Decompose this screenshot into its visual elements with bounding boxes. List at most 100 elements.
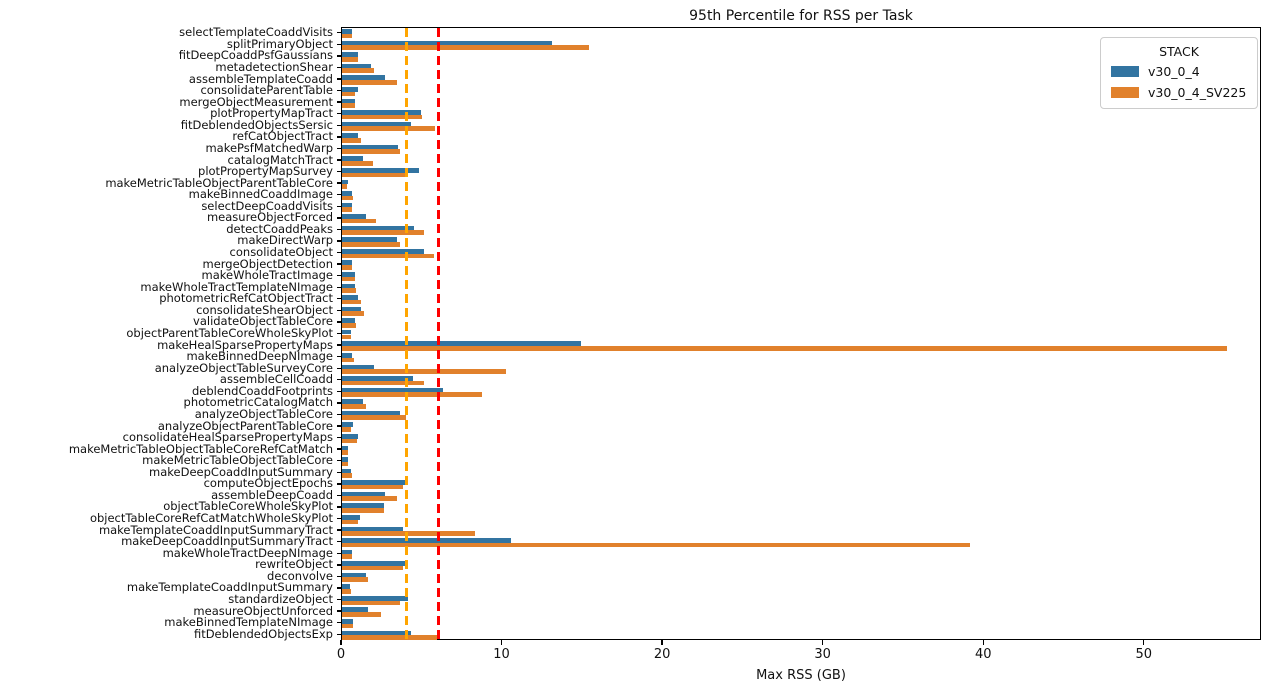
y-tick-mark [337,540,341,543]
y-tick-mark [337,494,341,497]
y-tick-label: makeTemplateCoaddInputSummary [126,580,333,595]
bar-v30_0_4_SV225 [342,507,384,513]
y-tick-label: deblendCoaddFootprints [191,383,333,398]
bar-v30_0_4 [342,167,420,173]
y-tick-label: refCatObjectTract [232,129,333,144]
bar-v30_0_4_SV225 [342,56,359,62]
legend-label: v30_0_4 [1148,64,1200,79]
x-tick-label: 40 [974,647,992,662]
bar-v30_0_4 [342,272,355,277]
y-tick-label: objectTableCoreWholeSkyPlot [163,499,333,514]
y-tick-label: plotPropertyMapTract [210,106,333,121]
bar-v30_0_4 [342,561,407,566]
y-tick-mark [337,471,341,473]
y-tick-label: rewriteObject [255,557,333,572]
threshold-vline [436,28,440,639]
x-tick-label: 0 [336,647,346,662]
bar-v30_0_4 [342,457,349,462]
bar-v30_0_4_SV225 [342,519,359,525]
y-tick-mark [337,136,341,138]
bar-v30_0_4 [342,607,368,613]
y-tick-mark [337,78,341,80]
bar-v30_0_4 [342,295,359,300]
y-tick-label: selectTemplateCoaddVisits [179,25,333,40]
x-tick-mark [821,640,824,645]
y-tick-label: photometricCatalogMatch [183,395,333,410]
y-tick-mark [337,448,341,450]
y-tick-label: consolidateParentTable [200,83,333,98]
bar-v30_0_4_SV225 [342,207,353,212]
bar-v30_0_4 [342,514,360,520]
y-tick-label: analyzeObjectTableSurveyCore [154,360,333,375]
y-tick-mark [337,101,341,103]
y-tick-mark [337,436,341,439]
bar-v30_0_4 [342,110,421,115]
legend: STACK v30_0_4 v30_0_4_SV225 [1100,37,1258,109]
x-tick-label: 50 [1135,647,1153,662]
y-tick-mark [337,517,341,520]
y-tick-mark [337,298,341,300]
bar-v30_0_4 [342,410,400,416]
y-tick-label: assembleDeepCoadd [211,487,333,502]
y-tick-label: makeDirectWarp [237,233,333,248]
bar-v30_0_4 [342,237,397,242]
bar-v30_0_4_SV225 [342,438,358,444]
y-tick-mark [337,286,341,288]
bar-v30_0_4 [342,121,412,127]
bar-v30_0_4_SV225 [342,612,381,617]
y-tick-mark [337,205,341,207]
y-tick-mark [337,367,341,369]
y-tick-label: photometricRefCatObjectTract [159,291,333,306]
bar-v30_0_4_SV225 [342,577,368,582]
bar-v30_0_4 [342,526,403,532]
bar-v30_0_4 [342,52,359,57]
bar-v30_0_4_SV225 [342,288,356,293]
y-tick-mark [337,309,341,312]
bar-v30_0_4_SV225 [342,126,436,131]
x-tick-mark [1143,640,1145,645]
bar-v30_0_4_SV225 [342,91,355,97]
bar-v30_0_4_SV225 [342,473,352,478]
x-tick-label: 30 [814,647,831,662]
bar-v30_0_4 [342,329,351,335]
bar-v30_0_4 [342,318,355,323]
bar-v30_0_4_SV225 [342,415,407,421]
x-tick-mark [500,640,503,645]
y-tick-label: consolidateObject [229,245,333,260]
bar-v30_0_4 [342,283,355,289]
y-tick-label: objectTableCoreRefCatMatchWholeSkyPlot [89,511,333,526]
y-tick-mark [337,425,341,427]
y-tick-label: analyzeObjectParentTableCore [157,418,333,433]
y-tick-label: assembleCellCoadd [219,372,333,387]
bar-v30_0_4_SV225 [342,588,351,594]
y-tick-label: fitDeepCoaddPsfGaussians [178,48,333,63]
bar-v30_0_4_SV225 [342,531,476,536]
bar-v30_0_4 [342,156,363,161]
y-tick-label: makeHealSparsePropertyMaps [157,337,333,352]
chart-title: 95th Percentile for RSS per Task [689,8,913,24]
y-tick-label: deconvolve [267,568,333,583]
y-tick-label: fitDeblendedObjectsSersic [180,117,333,132]
bar-v30_0_4 [342,202,352,208]
legend-entry: v30_0_4 [1111,64,1247,79]
bar-v30_0_4 [342,433,359,439]
y-tick-mark [337,344,341,346]
y-tick-label: mergeObjectMeasurement [179,94,333,109]
threshold-vline [404,28,408,639]
bar-v30_0_4 [342,538,511,543]
y-tick-mark [337,217,341,219]
bar-v30_0_4 [342,387,444,393]
y-tick-label: makeDeepCoaddInputSummaryTract [121,534,333,549]
bar-v30_0_4 [342,86,359,92]
bar-v30_0_4_SV225 [342,103,355,108]
y-tick-mark [337,506,341,508]
y-tick-label: consolidateHealSparsePropertyMaps [122,430,333,445]
y-tick-mark [337,552,341,554]
x-tick-label: 20 [653,647,671,662]
y-tick-label: fitDeblendedObjectsExp [193,626,333,641]
x-tick-mark [982,640,984,645]
bar-v30_0_4_SV225 [342,311,365,316]
y-tick-mark [337,379,341,381]
x-tick-mark [661,640,663,645]
bar-v30_0_4_SV225 [342,635,437,640]
